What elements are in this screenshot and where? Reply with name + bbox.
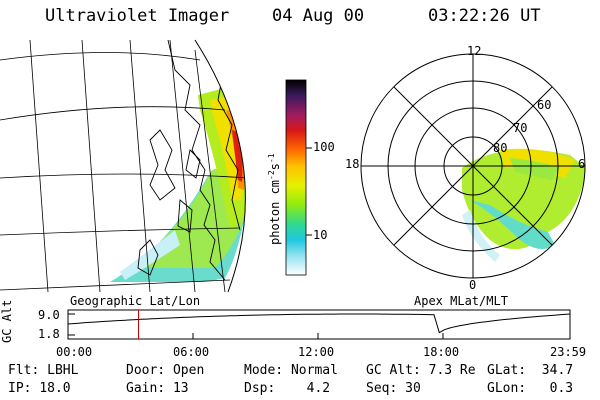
mlt-label-noon: 12 (467, 44, 482, 58)
mlat-label-60: 60 (537, 98, 552, 112)
mlt-label-midnight: 0 (469, 278, 477, 292)
sequence-status: Seq: 30 (366, 381, 421, 396)
door-status: Door: Open (126, 363, 205, 378)
instrument-title: Ultraviolet Imager (45, 6, 230, 26)
mlat-label-80: 80 (493, 141, 508, 155)
altitude-curve (67, 313, 571, 334)
filter-status: Flt: LBHL (8, 363, 79, 378)
geographic-map (0, 39, 246, 293)
gain-status: Gain: 13 (126, 381, 189, 396)
glat-status: GLat: 34.7 (487, 363, 574, 378)
gc-altitude-status: GC Alt: 7.3 Re (366, 363, 476, 378)
mode-status: Mode: Normal (244, 363, 338, 378)
geographic-panel-label: Geographic Lat/Lon (70, 294, 201, 308)
glon-status: GLon: 0.3 (487, 381, 574, 396)
colorbar-tick-100: 100 (313, 140, 335, 154)
mlat-label-70: 70 (513, 121, 528, 135)
observation-time: 03:22:26 UT (428, 6, 541, 26)
mlt-label-dusk: 18 (345, 157, 360, 171)
colorbar (285, 79, 312, 276)
ip-status: IP: 18.0 (8, 381, 71, 396)
altitude-xtick-1200: 12:00 (298, 345, 335, 359)
altitude-xtick-0000: 00:00 (56, 345, 93, 359)
dsp-status: Dsp: 4.2 (244, 381, 331, 396)
altitude-xtick-1800: 18:00 (423, 345, 460, 359)
polar-panel-label: Apex MLat/MLT (414, 294, 508, 308)
colorbar-tick-10: 10 (313, 228, 328, 242)
altitude-xtick-2359: 23:59 (550, 345, 587, 359)
observation-date: 04 Aug 00 (272, 6, 365, 26)
altitude-xtick-0600: 06:00 (173, 345, 210, 359)
polar-plot (360, 53, 586, 279)
altitude-ytick-bottom: 1.8 (38, 327, 60, 341)
altitude-ytick-top: 9.0 (38, 308, 60, 322)
colorbar-unit-label: photon cm-2s-1 (267, 153, 282, 245)
altitude-plot (67, 309, 571, 340)
mlt-label-dawn: 6 (578, 157, 586, 171)
altitude-ylabel: GC Alt (0, 299, 14, 343)
